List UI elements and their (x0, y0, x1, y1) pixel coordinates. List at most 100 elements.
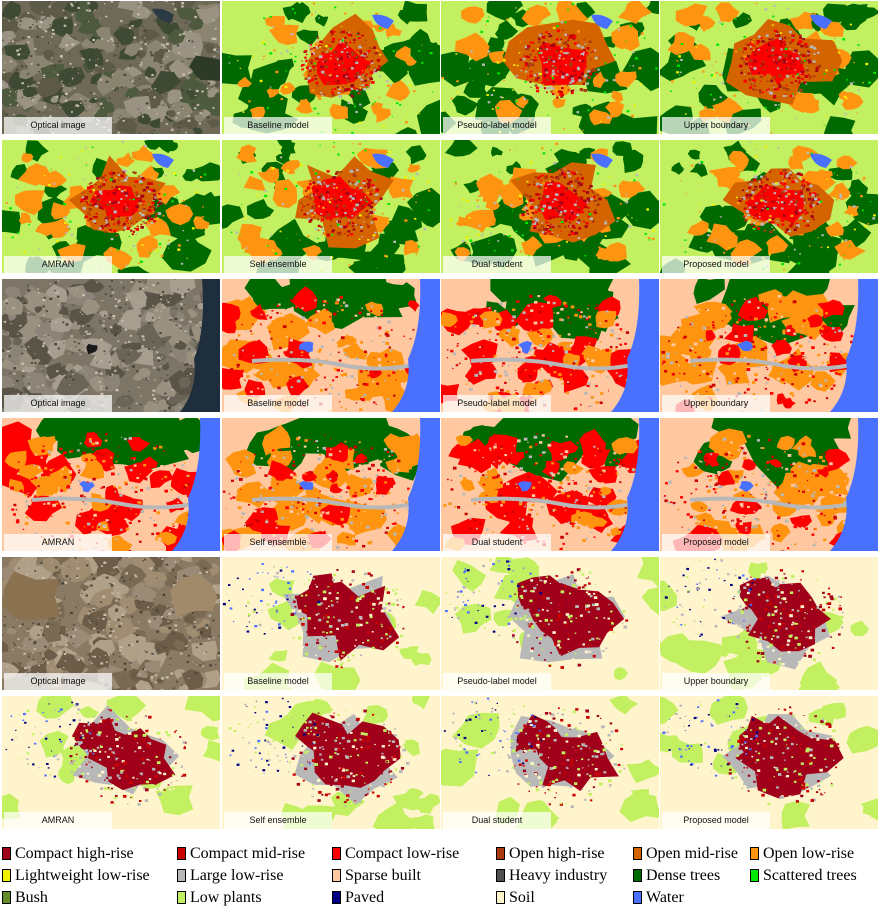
tile-caption: Pseudo-label model (443, 395, 551, 412)
lcz-map (441, 557, 659, 690)
optical-image-tile: Optical image (2, 279, 220, 412)
legend-label: Compact high-rise (15, 844, 134, 862)
legend: Compact high-rise Compact mid-rise Compact… (2, 843, 880, 909)
legend-swatch (496, 847, 505, 860)
optical-image-tile: Optical image (2, 557, 220, 690)
legend-item: Open high-rise (496, 843, 605, 864)
legend-swatch (177, 891, 186, 904)
classification-map-tile: Self ensemble (222, 696, 440, 829)
tile-caption: Baseline model (224, 673, 332, 690)
classification-map-tile: Baseline model (222, 279, 440, 412)
tile-caption: Pseudo-label model (443, 117, 551, 134)
tile-caption: Optical image (4, 395, 112, 412)
legend-item: Low plants (177, 887, 262, 908)
lcz-map (2, 140, 220, 273)
legend-label: Low plants (190, 888, 262, 906)
legend-swatch (177, 847, 186, 860)
tile-caption: AMRAN (4, 534, 112, 551)
classification-map-tile: AMRAN (2, 140, 220, 273)
classification-map-tile: Baseline model (222, 557, 440, 690)
tile-caption: Self ensemble (224, 812, 332, 829)
classification-map-tile: Proposed model (660, 140, 878, 273)
tile-caption: Dual student (443, 534, 551, 551)
legend-swatch (332, 869, 341, 882)
tile-caption: Self ensemble (224, 256, 332, 273)
lcz-map (222, 557, 440, 690)
legend-swatch (2, 869, 11, 882)
legend-label: Soil (509, 888, 535, 906)
legend-swatch (332, 847, 341, 860)
tile-caption: Upper boundary (662, 395, 770, 412)
tile-caption: Proposed model (662, 256, 770, 273)
tile-caption: Optical image (4, 117, 112, 134)
legend-swatch (633, 891, 642, 904)
legend-label: Scattered trees (763, 866, 857, 884)
legend-swatch (750, 869, 759, 882)
tile-caption: AMRAN (4, 256, 112, 273)
legend-item: Dense trees (633, 865, 720, 886)
lcz-map (660, 279, 878, 412)
legend-item: Scattered trees (750, 865, 857, 886)
legend-label: Heavy industry (509, 866, 608, 884)
classification-map-tile: Proposed model (660, 696, 878, 829)
classification-map-tile: Dual student (441, 696, 659, 829)
legend-swatch (750, 847, 759, 860)
lcz-map (660, 696, 878, 829)
legend-swatch (633, 869, 642, 882)
classification-map-tile: Pseudo-label model (441, 1, 659, 134)
legend-item: Water (633, 887, 684, 908)
result-grid: Optical image Baseline model Pseudo-label … (2, 1, 878, 829)
optical-image (2, 557, 220, 690)
tile-caption: Dual student (443, 812, 551, 829)
classification-map-tile: Pseudo-label model (441, 557, 659, 690)
classification-map-tile: Upper boundary (660, 279, 878, 412)
legend-item: Bush (2, 887, 48, 908)
tile-caption: Proposed model (662, 812, 770, 829)
lcz-map (441, 1, 659, 134)
legend-item: Large low-rise (177, 865, 283, 886)
lcz-map (660, 140, 878, 273)
legend-label: Compact low-rise (345, 844, 460, 862)
classification-map-tile: AMRAN (2, 696, 220, 829)
legend-label: Open high-rise (509, 844, 605, 862)
lcz-map (660, 418, 878, 551)
optical-image (2, 279, 220, 412)
classification-map-tile: Self ensemble (222, 418, 440, 551)
classification-map-tile: Self ensemble (222, 140, 440, 273)
legend-label: Open low-rise (763, 844, 855, 862)
tile-caption: Pseudo-label model (443, 673, 551, 690)
legend-label: Large low-rise (190, 866, 284, 884)
optical-image-tile: Optical image (2, 1, 220, 134)
lcz-map (660, 1, 878, 134)
lcz-map (660, 557, 878, 690)
legend-label: Lightweight low-rise (15, 866, 150, 884)
optical-image (2, 1, 220, 134)
lcz-map (441, 140, 659, 273)
classification-map-tile: Upper boundary (660, 1, 878, 134)
legend-item: Lightweight low-rise (2, 865, 150, 886)
classification-map-tile: AMRAN (2, 418, 220, 551)
legend-item: Sparse built (332, 865, 421, 886)
lcz-map (441, 696, 659, 829)
tile-caption: Dual student (443, 256, 551, 273)
tile-caption: Upper boundary (662, 673, 770, 690)
legend-swatch (2, 891, 11, 904)
tile-caption: Baseline model (224, 117, 332, 134)
legend-swatch (496, 869, 505, 882)
legend-swatch (496, 891, 505, 904)
lcz-map (222, 140, 440, 273)
legend-swatch (633, 847, 642, 860)
legend-label: Sparse built (345, 866, 421, 884)
legend-swatch (177, 869, 186, 882)
tile-caption: Self ensemble (224, 534, 332, 551)
classification-map-tile: Pseudo-label model (441, 279, 659, 412)
classification-map-tile: Dual student (441, 418, 659, 551)
lcz-map (222, 418, 440, 551)
legend-item: Heavy industry (496, 865, 607, 886)
legend-item: Compact high-rise (2, 843, 134, 864)
classification-map-tile: Dual student (441, 140, 659, 273)
tile-caption: Baseline model (224, 395, 332, 412)
legend-item: Open low-rise (750, 843, 854, 864)
legend-item: Compact mid-rise (177, 843, 305, 864)
lcz-map (2, 696, 220, 829)
